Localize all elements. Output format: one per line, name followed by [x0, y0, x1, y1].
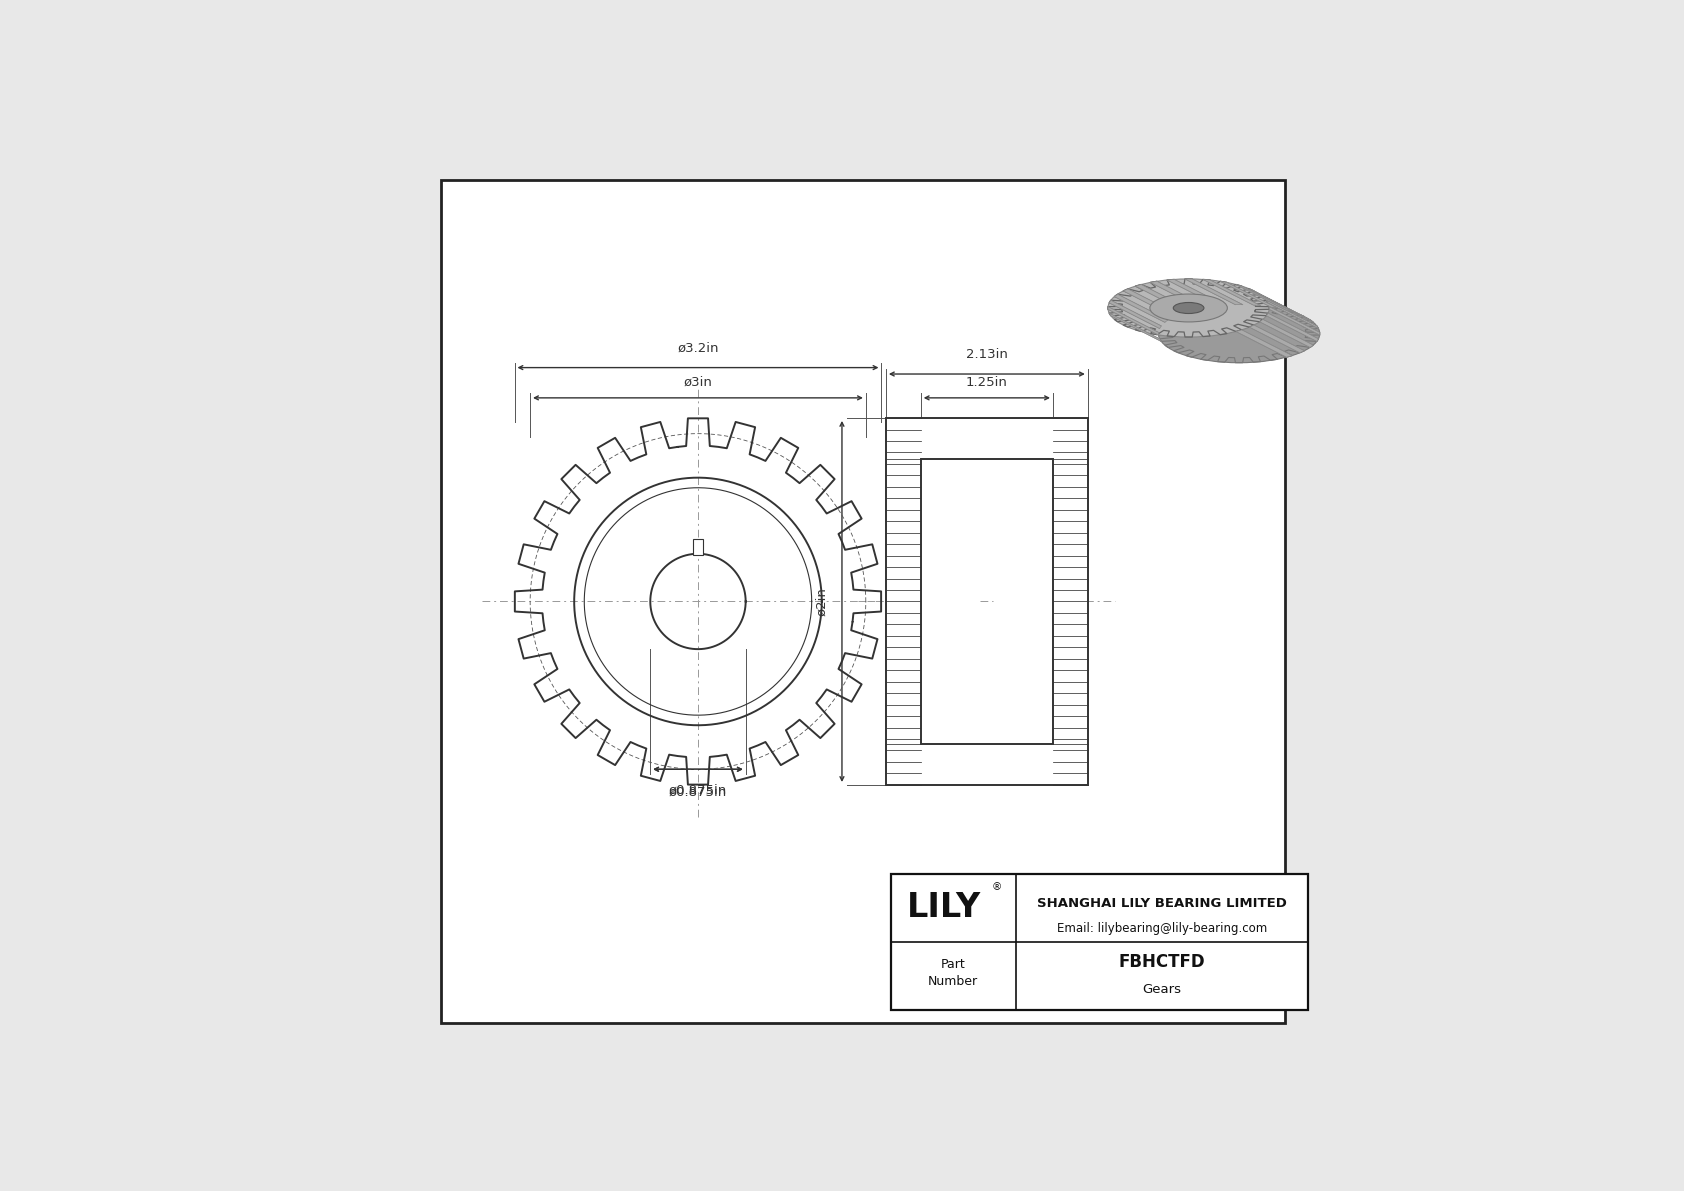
Text: 1.25in: 1.25in	[967, 375, 1007, 388]
Polygon shape	[1189, 294, 1278, 348]
Polygon shape	[1167, 280, 1224, 306]
Bar	[891, 874, 1308, 1010]
Polygon shape	[1250, 325, 1305, 353]
Polygon shape	[1135, 285, 1192, 312]
Text: ®: ®	[992, 883, 1002, 892]
Polygon shape	[1108, 307, 1159, 335]
Polygon shape	[1189, 279, 1320, 363]
Text: ø0.875in: ø0.875in	[669, 786, 727, 799]
Text: 2.13in: 2.13in	[967, 348, 1007, 361]
Text: ø3in: ø3in	[684, 375, 712, 388]
Polygon shape	[1260, 319, 1314, 348]
Polygon shape	[1150, 281, 1207, 308]
Polygon shape	[1110, 313, 1162, 342]
Polygon shape	[1270, 307, 1320, 335]
Polygon shape	[1250, 289, 1305, 317]
Ellipse shape	[1108, 279, 1270, 337]
Polygon shape	[1123, 289, 1179, 317]
Bar	[694, 538, 702, 555]
Polygon shape	[1115, 294, 1169, 323]
Text: Email: lilybearing@lily-bearing.com: Email: lilybearing@lily-bearing.com	[1056, 922, 1266, 935]
Bar	[886, 418, 1088, 785]
Text: Part
Number: Part Number	[928, 958, 978, 987]
Bar	[886, 418, 1088, 785]
Polygon shape	[1266, 300, 1319, 329]
Text: ø3.2in: ø3.2in	[677, 342, 719, 355]
Polygon shape	[1236, 330, 1292, 357]
Text: FBHCTFD: FBHCTFD	[1118, 953, 1206, 971]
Text: ø2in: ø2in	[815, 587, 829, 616]
Polygon shape	[1266, 313, 1319, 342]
Ellipse shape	[1159, 305, 1320, 363]
Ellipse shape	[1150, 294, 1228, 322]
Polygon shape	[1110, 300, 1162, 329]
Ellipse shape	[1174, 303, 1204, 313]
Text: SHANGHAI LILY BEARING LIMITED: SHANGHAI LILY BEARING LIMITED	[1037, 897, 1287, 910]
Text: ø0.875in: ø0.875in	[669, 784, 727, 797]
Polygon shape	[1260, 294, 1314, 323]
Bar	[891, 874, 1308, 1010]
Text: LILY: LILY	[908, 891, 982, 924]
Polygon shape	[1202, 280, 1261, 306]
Polygon shape	[1236, 285, 1292, 312]
Bar	[921, 460, 1052, 743]
Polygon shape	[1186, 279, 1243, 305]
Text: Gears: Gears	[1142, 983, 1180, 996]
Polygon shape	[1221, 281, 1276, 308]
